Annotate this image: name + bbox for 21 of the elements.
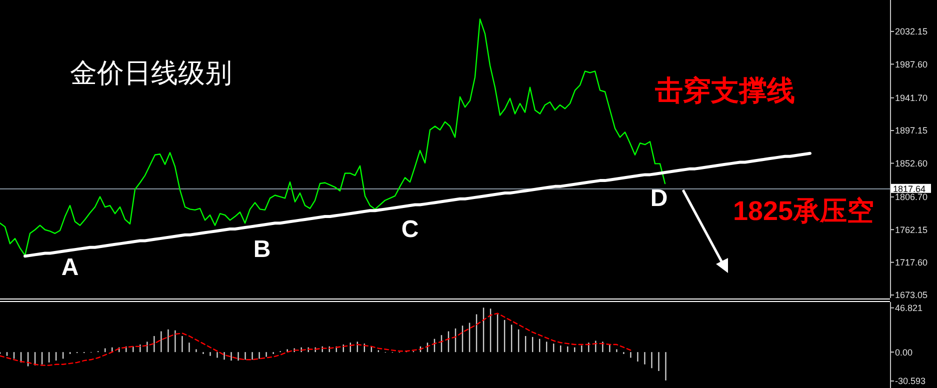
y-tick-label: 1852.60: [895, 158, 928, 168]
line-series: [0, 312, 632, 366]
y-tick-label: -30.593: [895, 376, 926, 386]
annotation: C: [401, 216, 419, 243]
ref-line-label: 1817.64: [893, 184, 926, 194]
annotation: 1825承压空: [733, 196, 874, 226]
annotation: 击穿支撑线: [654, 75, 795, 106]
y-tick-label: 0.00: [895, 347, 913, 358]
text: 金价日线级别: [70, 58, 232, 88]
annotation: A: [61, 254, 79, 281]
y-tick-label: 1897.15: [895, 126, 928, 136]
y-tick-label: 1941.70: [895, 93, 928, 104]
y-tick-label: 46.821: [895, 303, 923, 314]
annotation: B: [253, 236, 271, 263]
y-tick-label: 2032.15: [895, 26, 928, 37]
y-tick-label: 1717.60: [895, 258, 928, 268]
y-tick-label: 1987.60: [895, 59, 928, 70]
y-tick-label: 1762.15: [895, 224, 928, 235]
y-tick-label: 1806.70: [895, 192, 928, 202]
annotation: D: [650, 185, 668, 212]
y-tick-label: 1673.05: [895, 290, 928, 300]
